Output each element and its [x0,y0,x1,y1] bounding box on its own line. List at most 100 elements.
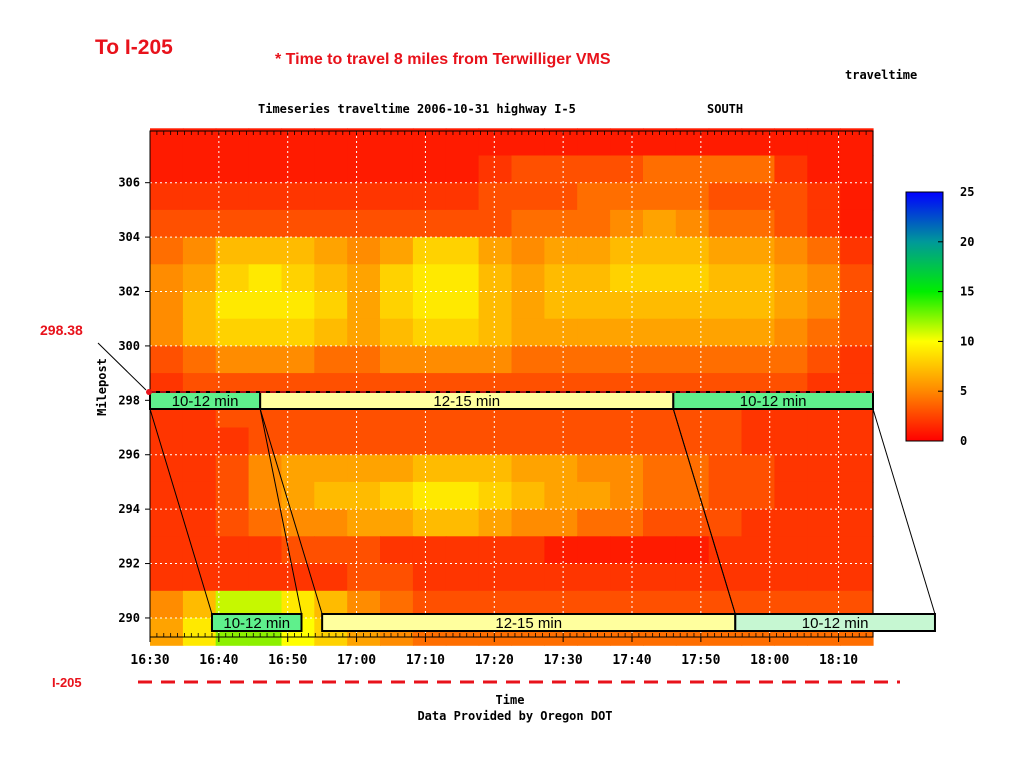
heatmap-cell [840,427,874,456]
heatmap-cell [577,155,611,184]
colorbar-tick-label: 20 [960,235,974,249]
heatmap-cell [610,345,644,374]
heatmap-cell [741,454,775,483]
heatmap-cell [215,563,250,592]
heatmap-cell [577,318,611,347]
heatmap-cell [774,481,808,510]
heatmap-cell [248,536,283,565]
heatmap-cell [182,509,217,537]
heatmap-cell [445,509,480,537]
heatmap-cell [478,237,513,265]
bottom-row-band-label: 10-12 min [802,615,869,632]
heatmap-cell [445,454,480,483]
heatmap-cell [380,318,414,347]
heatmap-cell [577,536,611,565]
i205-reference-label: I-205 [52,675,82,690]
heatmap-cell [675,264,710,293]
heatmap-cell [511,128,545,157]
heatmap-cell [182,618,217,646]
heatmap-cell [610,155,644,184]
heatmap-cell [511,563,545,592]
heatmap-cell [708,237,743,265]
heatmap-cell [314,318,348,347]
heatmap-cell [741,536,775,565]
heatmap-cell [577,209,611,238]
heatmap-cell [347,155,381,184]
heatmap-cell [281,318,315,347]
heatmap-cell [807,182,841,211]
heatmap-cell [774,427,808,456]
heatmap-cell [248,209,283,238]
heatmap-cell [807,509,841,537]
heatmap-cell [182,264,217,293]
heatmap-cell [347,536,381,565]
heatmap-cell [412,481,447,510]
heatmap-cell [314,155,348,184]
heatmap-cell [445,182,480,211]
heatmap-cell [610,454,644,483]
heatmap-cell [544,237,578,265]
heatmap-cell [215,291,250,320]
heatmap-cell [675,128,710,157]
heatmap-cell [380,345,414,374]
heatmap-cell [708,563,743,592]
heatmap-cell [478,128,513,157]
heatmap-cell [577,264,611,293]
heatmap-cell [544,427,578,456]
y-tick-label: 304 [118,230,140,244]
heatmap-cell [511,264,545,293]
heatmap-cell [347,264,381,293]
heatmap-cell [281,509,315,537]
heatmap-cell [412,237,447,265]
y-tick-label: 298 [118,393,140,407]
heatmap-cell [643,182,677,211]
heatmap-cell [412,427,447,456]
heatmap-cell [675,563,710,592]
heatmap-cell [380,128,414,157]
heatmap-cell [544,481,578,510]
heatmap-cell [347,237,381,265]
heatmap-cell [182,155,217,184]
heatmap-cell [643,563,677,592]
x-tick-label: 16:30 [130,653,169,668]
heatmap-cell [314,563,348,592]
heatmap-cell [281,563,315,592]
heatmap-cell [741,291,775,320]
heatmap-cell [380,182,414,211]
heatmap-cell [445,209,480,238]
heatmap-cell [511,454,545,483]
heatmap-cell [412,318,447,347]
heatmap-cell [150,563,184,592]
heatmap-cell [511,318,545,347]
heatmap-cell [347,509,381,537]
heatmap-cell [150,509,184,537]
heatmap-cell [675,291,710,320]
heatmap-cell [182,291,217,320]
heatmap-cell [150,128,184,157]
y-tick-label: 290 [118,611,140,625]
heatmap-cell [281,155,315,184]
heatmap-cell [281,237,315,265]
heatmap-cell [544,128,578,157]
heatmap-cell [774,318,808,347]
heatmap-cell [544,345,578,374]
heatmap-cell [281,128,315,157]
heatmap-cell [248,454,283,483]
heatmap-cell [643,155,677,184]
heatmap-cell [807,481,841,510]
heatmap-cell [380,209,414,238]
heatmap-cell [774,182,808,211]
heatmap-cell [840,481,874,510]
y-tick-label: 302 [118,285,140,299]
heatmap-cell [478,454,513,483]
heatmap-cell [643,209,677,238]
heatmap-cell [708,291,743,320]
heatmap-cell [248,481,283,510]
heatmap-cell [445,155,480,184]
colorbar-tick-label: 15 [960,285,974,299]
heatmap-cell [380,481,414,510]
heatmap-cell [150,209,184,238]
heatmap-cell [708,155,743,184]
reference-markers [97,342,900,684]
